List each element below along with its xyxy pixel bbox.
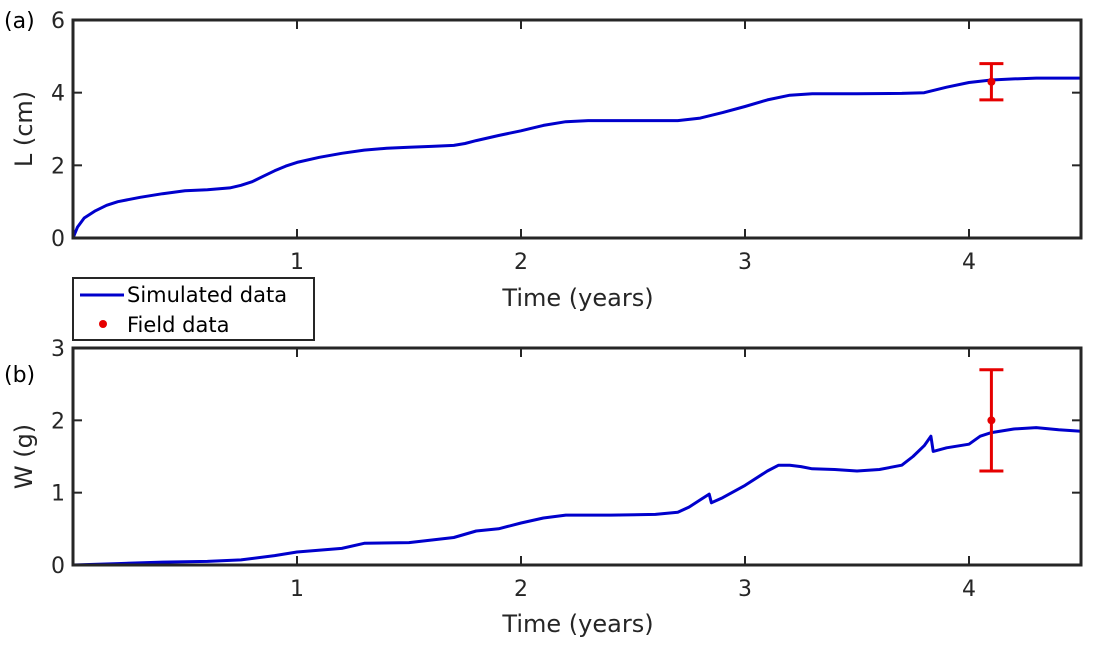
legend-field-swatch [99,320,107,328]
x-tick-label: 2 [514,577,528,602]
legend-box [72,277,315,341]
x-tick-label: 3 [738,577,752,602]
field-data-point [987,416,996,425]
legend-simulated-label: Simulated data [127,283,287,307]
y-tick-label: 2 [51,409,65,434]
axes-box [71,18,1083,240]
legend-field-label: Field data [127,313,229,337]
legend: Simulated data Field data [72,277,315,341]
x-tick-label: 1 [290,577,304,602]
simulated-data-line [72,426,1082,567]
y-tick-label: 3 [51,337,65,362]
y-tick-label: 0 [51,554,65,579]
axes-box [71,346,1083,567]
x-tick-label: 3 [738,250,752,275]
x-tick-label: 2 [514,250,528,275]
x-tick-label: 4 [962,577,976,602]
y-tick-label: 4 [51,82,65,107]
y-tick-label: 2 [51,154,65,179]
y-tick-label: 1 [51,482,65,507]
y-tick-label: 0 [51,227,65,252]
y-axis-label: L (cm) [10,91,38,167]
y-tick-label: 6 [51,9,65,34]
panel-label: (b) [4,363,35,388]
x-axis-label: Time (years) [501,610,653,638]
panel-label: (a) [4,9,35,34]
x-tick-label: 4 [962,250,976,275]
field-data-point [987,77,996,86]
y-axis-label: W (g) [10,424,38,489]
simulated-data-line [71,76,1081,239]
x-axis-label: Time (years) [501,284,653,312]
panel-b: 1 2 3 4 0 1 2 3 (b) Time (years) W (g) [4,337,1083,638]
panel-a: 1 2 3 4 0 2 4 6 (a) Time (years) L (cm) [4,9,1083,312]
x-tick-label: 1 [290,250,304,275]
